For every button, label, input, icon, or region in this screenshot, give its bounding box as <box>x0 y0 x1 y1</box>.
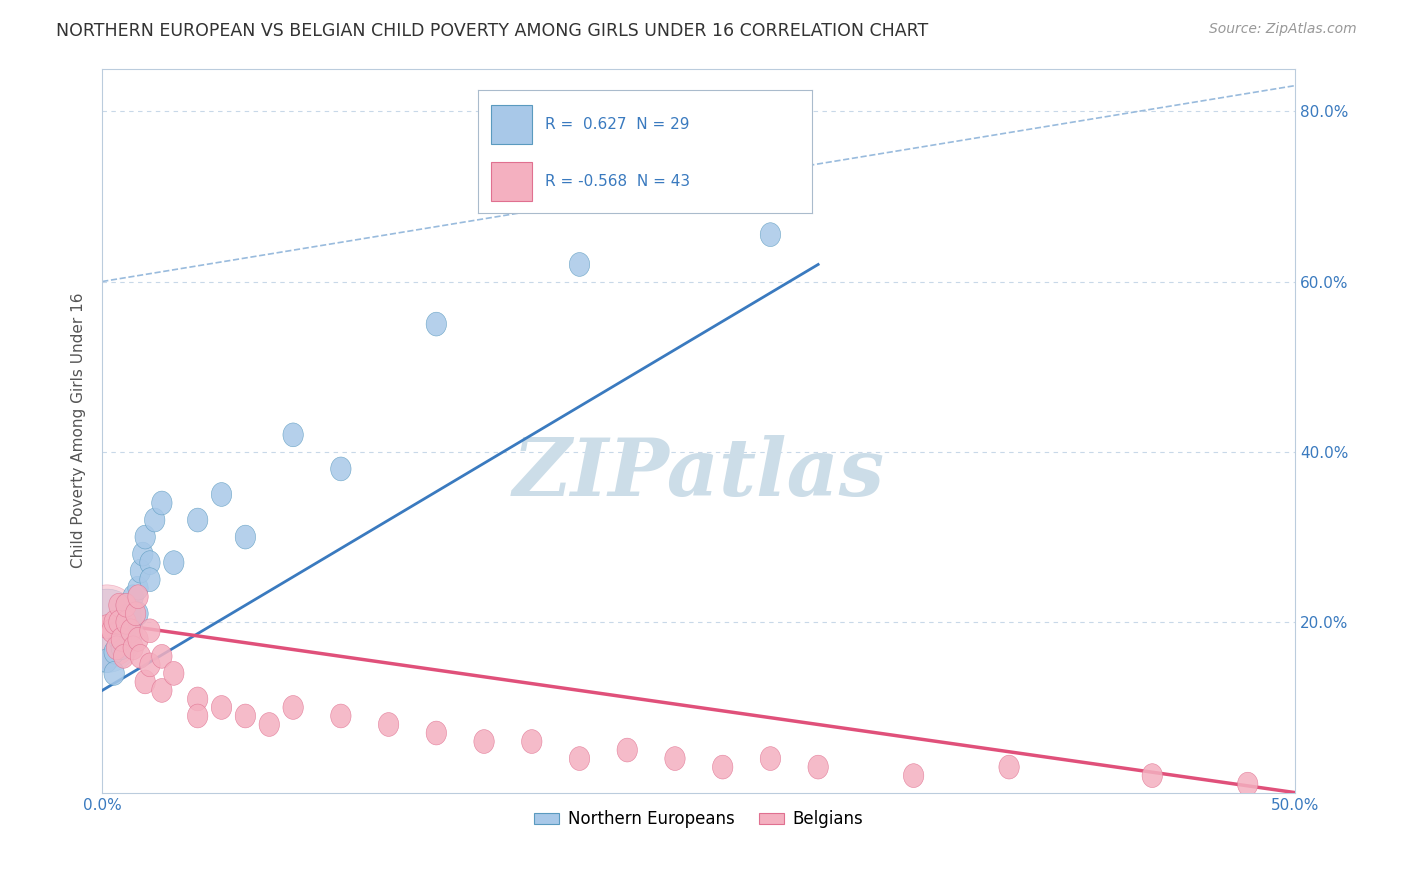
Ellipse shape <box>131 559 150 583</box>
Legend: Northern Europeans, Belgians: Northern Europeans, Belgians <box>527 804 870 835</box>
Ellipse shape <box>104 640 124 664</box>
Ellipse shape <box>128 585 148 608</box>
Ellipse shape <box>904 764 924 788</box>
Ellipse shape <box>187 508 208 532</box>
Ellipse shape <box>761 223 780 246</box>
Ellipse shape <box>115 619 136 643</box>
Ellipse shape <box>761 747 780 771</box>
Ellipse shape <box>107 636 127 660</box>
Ellipse shape <box>97 648 117 673</box>
Ellipse shape <box>128 602 148 625</box>
Ellipse shape <box>139 653 160 677</box>
Ellipse shape <box>152 679 172 702</box>
Ellipse shape <box>1142 764 1163 788</box>
Ellipse shape <box>139 619 160 643</box>
Ellipse shape <box>808 756 828 779</box>
Ellipse shape <box>104 662 124 685</box>
Ellipse shape <box>330 457 352 481</box>
Ellipse shape <box>1237 772 1258 796</box>
Ellipse shape <box>283 423 304 447</box>
Ellipse shape <box>211 483 232 507</box>
Ellipse shape <box>111 619 132 643</box>
Ellipse shape <box>72 585 142 668</box>
Text: Source: ZipAtlas.com: Source: ZipAtlas.com <box>1209 22 1357 37</box>
Ellipse shape <box>211 696 232 719</box>
Ellipse shape <box>152 491 172 515</box>
Ellipse shape <box>235 704 256 728</box>
Text: ZIPatlas: ZIPatlas <box>513 435 884 513</box>
Ellipse shape <box>97 615 117 639</box>
Ellipse shape <box>72 589 142 673</box>
Ellipse shape <box>187 687 208 711</box>
Ellipse shape <box>426 721 447 745</box>
Ellipse shape <box>108 593 129 617</box>
Ellipse shape <box>114 644 134 668</box>
Ellipse shape <box>135 670 155 694</box>
Ellipse shape <box>152 644 172 668</box>
Ellipse shape <box>665 747 685 771</box>
Ellipse shape <box>108 627 129 651</box>
Ellipse shape <box>998 756 1019 779</box>
Ellipse shape <box>522 730 541 754</box>
Ellipse shape <box>132 542 153 566</box>
Ellipse shape <box>121 619 141 643</box>
Ellipse shape <box>104 610 124 634</box>
Ellipse shape <box>187 704 208 728</box>
Ellipse shape <box>108 610 129 634</box>
Y-axis label: Child Poverty Among Girls Under 16: Child Poverty Among Girls Under 16 <box>72 293 86 568</box>
Ellipse shape <box>125 602 146 625</box>
Ellipse shape <box>115 610 136 634</box>
Ellipse shape <box>378 713 399 737</box>
Ellipse shape <box>569 747 589 771</box>
Ellipse shape <box>713 756 733 779</box>
Ellipse shape <box>474 730 495 754</box>
Ellipse shape <box>135 525 155 549</box>
Ellipse shape <box>115 610 136 634</box>
Ellipse shape <box>131 644 150 668</box>
Ellipse shape <box>115 593 136 617</box>
Ellipse shape <box>139 568 160 591</box>
Ellipse shape <box>124 585 143 608</box>
Ellipse shape <box>115 593 136 617</box>
Ellipse shape <box>111 636 132 660</box>
Ellipse shape <box>426 312 447 336</box>
Ellipse shape <box>101 619 122 643</box>
Ellipse shape <box>128 627 148 651</box>
Ellipse shape <box>330 704 352 728</box>
Ellipse shape <box>163 662 184 685</box>
Ellipse shape <box>128 576 148 600</box>
Ellipse shape <box>235 525 256 549</box>
Ellipse shape <box>569 252 589 277</box>
Ellipse shape <box>121 602 141 625</box>
Ellipse shape <box>139 550 160 574</box>
Ellipse shape <box>283 696 304 719</box>
Text: NORTHERN EUROPEAN VS BELGIAN CHILD POVERTY AMONG GIRLS UNDER 16 CORRELATION CHAR: NORTHERN EUROPEAN VS BELGIAN CHILD POVER… <box>56 22 928 40</box>
Ellipse shape <box>163 550 184 574</box>
Ellipse shape <box>145 508 165 532</box>
Ellipse shape <box>124 636 143 660</box>
Ellipse shape <box>617 739 637 762</box>
Ellipse shape <box>111 627 132 651</box>
Ellipse shape <box>259 713 280 737</box>
